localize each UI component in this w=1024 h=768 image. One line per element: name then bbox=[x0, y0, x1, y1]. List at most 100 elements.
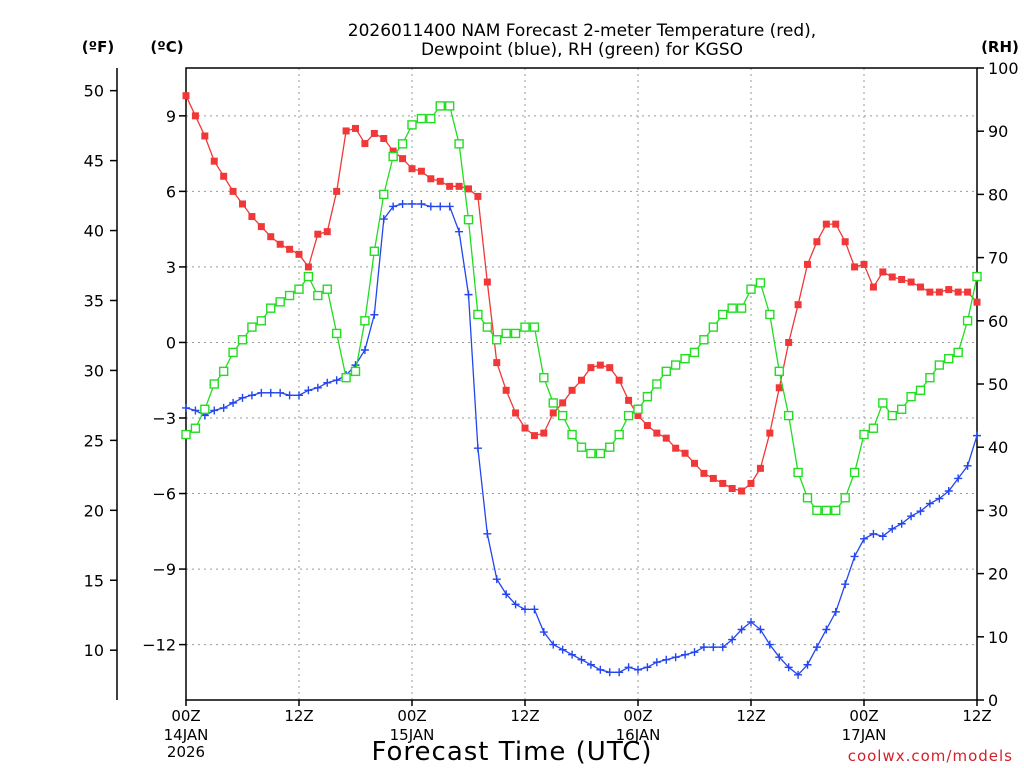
temperature-point bbox=[700, 469, 708, 477]
temperature-point bbox=[239, 200, 246, 208]
rh-point bbox=[548, 398, 558, 408]
celsius-unit-label: (ºC) bbox=[150, 38, 183, 56]
temperature-point bbox=[841, 238, 849, 246]
dewpoint-point bbox=[191, 406, 200, 415]
x-tick-label: 12Z bbox=[736, 707, 765, 725]
temperature-point bbox=[653, 429, 661, 437]
rh-point bbox=[642, 391, 653, 402]
temperature-point bbox=[521, 424, 529, 432]
rh-point bbox=[303, 271, 314, 282]
dewpoint-point bbox=[605, 668, 614, 677]
dewpoint-point bbox=[643, 663, 652, 672]
temperature-point bbox=[794, 301, 802, 309]
rh-point bbox=[444, 101, 455, 111]
celsius-tick-label: 3 bbox=[166, 258, 176, 277]
dewpoint-point bbox=[295, 391, 303, 400]
dewpoint-point bbox=[775, 653, 784, 662]
rh-point bbox=[435, 101, 445, 111]
temperature-point bbox=[304, 263, 312, 271]
rh-point bbox=[623, 410, 634, 421]
dewpoint-point bbox=[803, 660, 812, 669]
temperature-point bbox=[286, 245, 294, 253]
rh-point bbox=[275, 297, 285, 307]
rh-point bbox=[586, 448, 596, 459]
rh-tick-label: 20 bbox=[988, 565, 1008, 584]
tick-labels: 101520253035404550−12−9−6−30369010203040… bbox=[84, 59, 1019, 761]
dewpoint-point bbox=[812, 643, 821, 652]
rh-point bbox=[925, 372, 935, 383]
rh-tick-label: 0 bbox=[988, 691, 998, 710]
temperature-point bbox=[436, 177, 444, 185]
credit-text: coolwx.com/models bbox=[848, 747, 1013, 765]
rh-point bbox=[718, 309, 728, 320]
rh-tick-label: 60 bbox=[988, 312, 1008, 331]
dewpoint-point bbox=[728, 635, 737, 644]
temperature-point bbox=[483, 278, 491, 286]
dewpoint-point bbox=[558, 645, 567, 654]
temperature-point bbox=[766, 429, 774, 437]
dewpoint-point bbox=[888, 524, 897, 533]
dewpoint-point bbox=[370, 310, 379, 319]
temperature-point bbox=[691, 459, 698, 467]
dewpoint-point bbox=[229, 398, 238, 407]
dewpoint-point bbox=[257, 388, 266, 397]
temperature-point bbox=[681, 449, 689, 457]
temperature-point bbox=[530, 432, 538, 440]
dewpoint-point bbox=[709, 643, 718, 652]
rh-point bbox=[699, 335, 709, 345]
dewpoint-point bbox=[586, 660, 595, 669]
temperature-point bbox=[596, 361, 604, 369]
rh-point bbox=[953, 347, 963, 358]
celsius-tick-label: −12 bbox=[142, 636, 176, 655]
rh-point bbox=[200, 404, 210, 414]
dewpoint-point bbox=[464, 290, 473, 299]
temperature-point bbox=[502, 386, 510, 394]
rh-point bbox=[859, 429, 869, 440]
rh-point bbox=[670, 360, 681, 370]
dewpoint-point bbox=[756, 625, 765, 634]
temperature-point bbox=[333, 187, 341, 195]
dewpoint-point bbox=[841, 580, 850, 589]
dewpoint-point bbox=[530, 605, 539, 614]
temperature-point bbox=[917, 283, 924, 291]
dewpoint-point bbox=[577, 655, 586, 664]
rh-point bbox=[482, 322, 493, 332]
rh-point bbox=[501, 328, 511, 339]
rh-point bbox=[350, 366, 361, 377]
dewpoint-point bbox=[182, 403, 190, 412]
x-tick-label: 00Z bbox=[849, 707, 878, 725]
temperature-point bbox=[342, 127, 350, 135]
rh-point bbox=[209, 379, 219, 389]
dewpoint-point bbox=[323, 378, 332, 387]
temperature-point bbox=[822, 220, 830, 228]
temperature-point bbox=[964, 288, 972, 296]
celsius-tick-label: −3 bbox=[152, 409, 176, 428]
dewpoint-point bbox=[963, 461, 972, 470]
temperature-point bbox=[559, 399, 567, 407]
celsius-tick-label: 9 bbox=[166, 107, 176, 126]
rh-point bbox=[812, 505, 822, 516]
temperature-point bbox=[267, 233, 275, 241]
temperature-point bbox=[926, 288, 934, 296]
rh-unit-label: (RH) bbox=[981, 38, 1019, 56]
temperature-point bbox=[276, 240, 284, 248]
rh-point bbox=[454, 139, 464, 149]
fahrenheit-tick-label: 35 bbox=[84, 291, 104, 310]
rh-tick-label: 10 bbox=[988, 628, 1008, 647]
axes bbox=[110, 67, 984, 706]
rh-point bbox=[972, 271, 982, 282]
rh-point bbox=[379, 189, 389, 200]
temperature-point bbox=[747, 479, 755, 487]
temperature-point bbox=[785, 338, 793, 346]
dewpoint-point bbox=[511, 600, 520, 609]
fahrenheit-tick-label: 20 bbox=[84, 501, 104, 520]
temperature-point bbox=[643, 422, 651, 430]
dewpoint-point bbox=[624, 663, 633, 672]
rh-point bbox=[510, 328, 521, 339]
rh-point bbox=[896, 404, 907, 414]
dewpoint-point bbox=[238, 393, 247, 402]
dewpoint-point bbox=[794, 670, 803, 679]
dewpoint-point bbox=[417, 199, 426, 208]
temperature-point bbox=[323, 228, 331, 236]
